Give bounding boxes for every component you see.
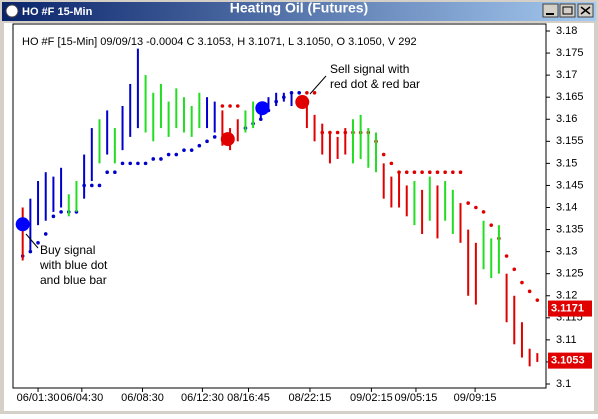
y-tick-label: 3.16 — [556, 113, 577, 125]
x-tick-label: 09/05:15 — [395, 392, 438, 404]
annotation: Sell signal with — [330, 62, 409, 76]
price-marker-label: 3.1171 — [551, 302, 584, 314]
stop-dot — [235, 104, 240, 108]
annotation: and blue bar — [40, 273, 107, 287]
stop-dot — [504, 254, 509, 258]
title-bar — [2, 2, 596, 21]
info-line: HO #F [15-Min] 09/09/13 -0.0004 C 3.1053… — [22, 36, 417, 48]
stop-dot — [427, 170, 432, 174]
price-marker-label: 3.1053 — [551, 355, 585, 367]
chart-title: Heating Oil (Futures) — [230, 0, 368, 16]
x-tick-label: 06/04:30 — [60, 392, 103, 404]
stop-dot — [305, 90, 309, 95]
stop-dot — [228, 104, 232, 108]
app-icon — [5, 4, 19, 18]
y-tick-label: 3.155 — [556, 135, 584, 147]
window-title: HO #F 15-Min — [22, 6, 93, 18]
stop-dot — [36, 241, 40, 245]
stop-dot — [90, 183, 94, 188]
stop-dot — [458, 170, 463, 174]
stop-dot — [97, 183, 102, 188]
stop-dot — [335, 130, 340, 135]
window-buttons — [542, 3, 594, 18]
x-tick-label: 09/02:15 — [350, 392, 393, 404]
stop-dot — [389, 161, 394, 166]
stop-dot — [412, 170, 417, 174]
y-tick-label: 3.18 — [556, 25, 577, 37]
stop-dot — [451, 170, 455, 174]
close-icon — [580, 6, 591, 15]
stop-dot — [535, 298, 540, 302]
y-tick-label: 3.175 — [556, 47, 584, 59]
y-tick-label: 3.135 — [556, 223, 584, 235]
y-tick-label: 3.14 — [556, 201, 577, 213]
stop-dot — [113, 170, 117, 174]
stop-dot — [189, 148, 194, 152]
y-tick-label: 3.13 — [556, 246, 577, 258]
price-marker — [548, 352, 592, 369]
stop-dot — [212, 135, 217, 139]
minimize-button[interactable] — [542, 3, 559, 18]
stop-dot — [420, 170, 424, 174]
stop-dot — [182, 148, 186, 152]
maximize-button[interactable] — [559, 3, 576, 18]
price-marker — [548, 300, 592, 317]
stop-dot — [474, 205, 478, 210]
annotation-arrow — [309, 75, 327, 95]
signal-dot — [295, 95, 310, 110]
signal-dot — [255, 101, 270, 116]
y-tick-label: 3.145 — [556, 179, 584, 191]
x-tick-label: 09/09:15 — [454, 392, 497, 404]
stop-dot — [527, 289, 532, 294]
stop-dot — [205, 139, 209, 144]
stop-dot — [466, 201, 470, 205]
y-tick-label: 3.11 — [556, 334, 577, 346]
stop-dot — [435, 170, 440, 174]
annotation: red dot & red bar — [330, 77, 420, 91]
stop-dot — [120, 161, 125, 166]
maximize-icon — [562, 6, 573, 15]
stop-dot — [312, 90, 317, 95]
annotation-arrow — [25, 233, 39, 249]
y-tick-label: 3.125 — [556, 268, 584, 280]
plot-frame — [12, 23, 547, 389]
stop-dot — [489, 223, 494, 227]
stop-dot — [43, 232, 48, 236]
y-tick-label: 3.12 — [556, 290, 577, 302]
x-tick-label: 06/12:30 — [181, 392, 224, 404]
signal-dot — [15, 217, 30, 232]
stop-dot — [105, 170, 109, 174]
stop-dot — [220, 104, 225, 108]
stop-dot — [512, 267, 517, 272]
stop-dot — [51, 214, 56, 219]
stop-dot — [128, 161, 133, 166]
stop-dot — [166, 152, 171, 157]
x-tick-label: 08/22:15 — [289, 392, 332, 404]
y-tick-label: 3.1 — [556, 378, 571, 390]
stop-dot — [520, 280, 524, 285]
y-tick-label: 3.15 — [556, 157, 577, 169]
stop-dot — [174, 152, 179, 157]
signal-dot — [220, 132, 235, 147]
annotation: with blue dot — [39, 258, 108, 272]
x-tick-label: 06/08:30 — [121, 392, 164, 404]
stop-dot — [159, 157, 163, 161]
x-tick-label: 06/01:30 — [17, 392, 60, 404]
x-tick-label: 08/16:45 — [227, 392, 270, 404]
annotation: Buy signal — [40, 243, 95, 257]
stop-dot — [481, 210, 486, 214]
stop-dot — [197, 143, 202, 148]
stop-dot — [297, 90, 302, 95]
stop-dot — [143, 161, 148, 166]
stop-dot — [151, 157, 156, 161]
stop-dot — [136, 161, 140, 166]
stop-dot — [59, 210, 63, 214]
y-tick-label: 3.17 — [556, 69, 577, 81]
y-tick-label: 3.165 — [556, 91, 584, 103]
stop-dot — [381, 152, 386, 157]
stop-dot — [443, 170, 447, 174]
stop-dot — [404, 170, 409, 174]
